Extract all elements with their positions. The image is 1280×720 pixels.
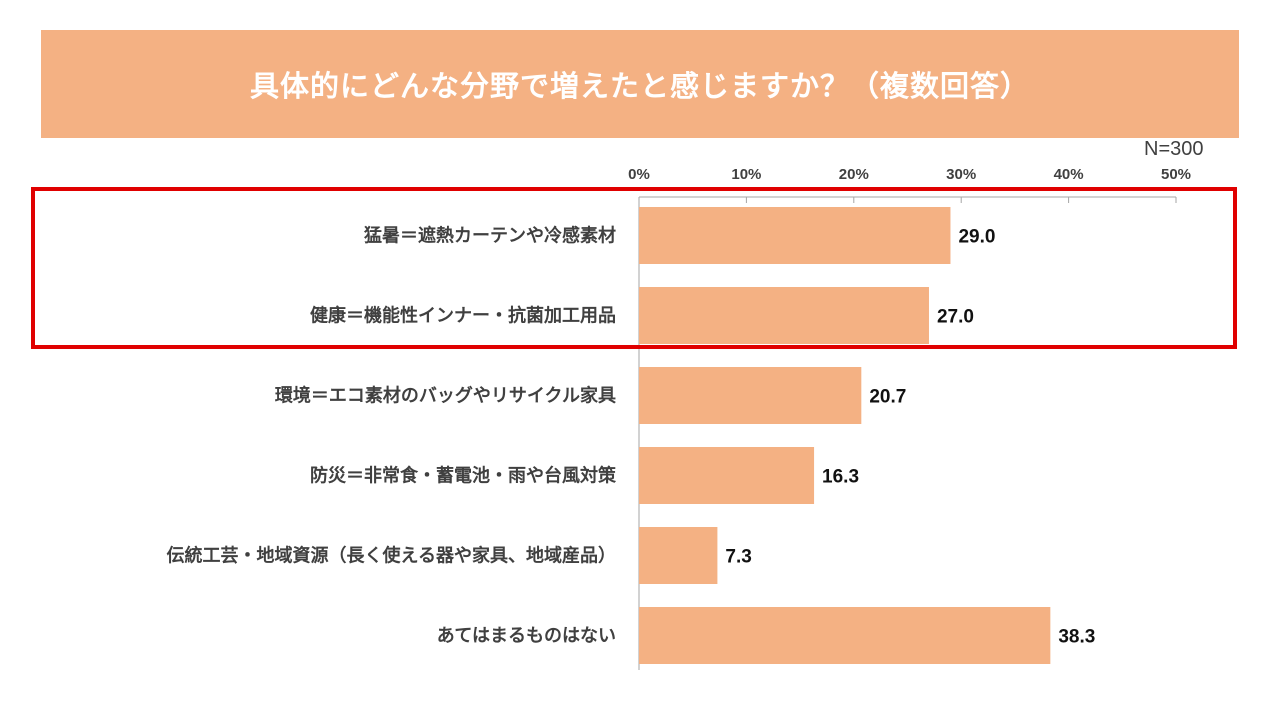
highlight-frame [31, 187, 1237, 349]
category-label: 防災＝非常食・蓄電池・雨や台風対策 [310, 465, 617, 487]
x-tick-label: 50% [1161, 166, 1191, 183]
bar [639, 287, 929, 344]
bar [639, 447, 815, 504]
category-label: 環境＝エコ素材のバッグやリサイクル家具 [275, 385, 616, 407]
x-tick-label: 30% [946, 166, 976, 183]
data-label: 7.3 [725, 547, 751, 568]
data-label: 29.0 [958, 227, 995, 248]
x-tick-label: 40% [1054, 166, 1084, 183]
category-label: 健康＝機能性インナー・抗菌加工用品 [310, 305, 616, 327]
bar [639, 527, 718, 584]
sample-size-label: N=300 [1144, 138, 1204, 160]
data-label: 20.7 [869, 387, 906, 408]
x-tick-label: 20% [839, 166, 869, 183]
bar [639, 367, 862, 424]
bar [639, 207, 951, 264]
chart-title: 具体的にどんな分野で増えたと感じますか？（複数回答） [249, 69, 1030, 103]
data-label: 27.0 [937, 307, 974, 328]
category-label: 猛暑＝遮熱カーテンや冷感素材 [363, 225, 616, 247]
x-tick-label: 0% [628, 166, 650, 183]
bar [639, 607, 1051, 664]
title-banner: 具体的にどんな分野で増えたと感じますか？（複数回答） [41, 30, 1239, 138]
data-label: 16.3 [822, 467, 859, 488]
x-tick-label: 10% [731, 166, 761, 183]
category-label: 伝統工芸・地域資源（長く使える器や家具、地域産品） [167, 545, 616, 567]
category-label: あてはまるものはない [437, 626, 616, 647]
data-label: 38.3 [1058, 627, 1095, 648]
